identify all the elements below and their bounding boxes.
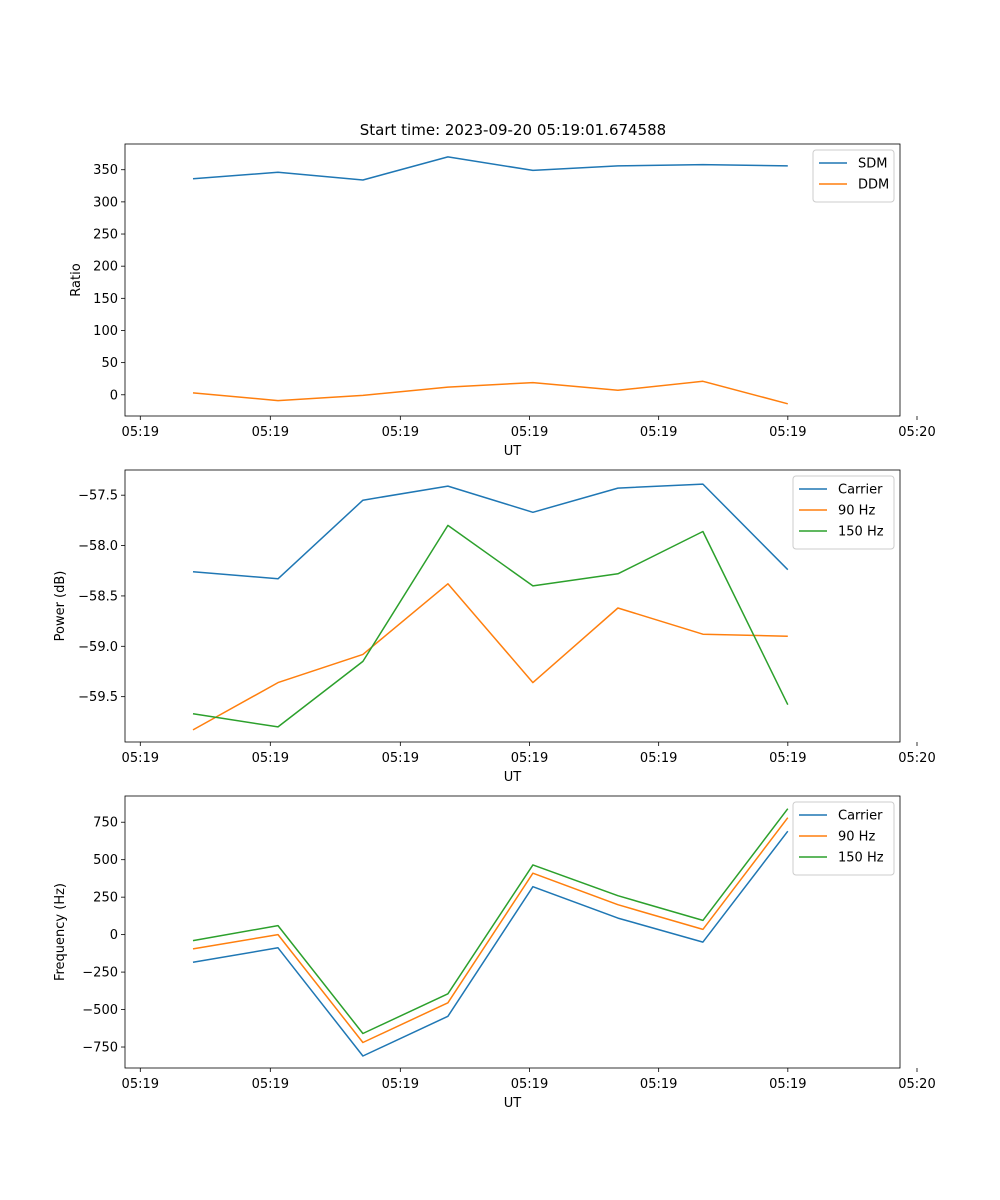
frequency-y-tick-label: 500 <box>93 853 118 868</box>
frequency-legend: Carrier 90 Hz 150 Hz <box>792 801 895 876</box>
frequency-series <box>192 808 789 1057</box>
ratio-x-tick-label: 05:19 <box>511 425 548 440</box>
power-y-tick-label: −57.5 <box>78 489 118 504</box>
frequency-y-tick-label: 750 <box>93 816 118 831</box>
ratio-x-tick-label: 05:19 <box>382 425 419 440</box>
ratio-y-tick-label: 50 <box>101 356 118 371</box>
frequency-axes-frame <box>124 795 901 1069</box>
frequency-panel: 05:19 05:19 05:19 05:19 05:19 05:19 05:20 −750 −… <box>53 795 936 1111</box>
frequency-y-tick-label: −750 <box>82 1041 118 1056</box>
ratio-y-tick-label: 200 <box>93 260 118 275</box>
frequency-y-tick-label: −250 <box>82 966 118 981</box>
ratio-axes-frame <box>124 143 901 417</box>
frequency-y-tick-label: 0 <box>110 928 118 943</box>
frequency-x-tick-label: 05:19 <box>769 1077 806 1092</box>
power-y-tick-label: −59.0 <box>78 640 118 655</box>
frequency-series-line-90-hz <box>192 817 789 1044</box>
frequency-y-tick-label: 250 <box>93 891 118 906</box>
ratio-x-tick-label: 05:20 <box>898 425 935 440</box>
ratio-y-tick-label: 300 <box>93 195 118 210</box>
frequency-legend-label: Carrier <box>838 809 883 824</box>
power-y-tick-label: −58.0 <box>78 539 118 554</box>
power-series-line-carrier <box>192 483 789 580</box>
ratio-x-axis-label: UT <box>504 444 522 459</box>
power-x-tick-label: 05:19 <box>382 751 419 766</box>
ratio-series-line-ddm <box>192 380 788 405</box>
frequency-x-tick-label: 05:19 <box>640 1077 677 1092</box>
frequency-x-tick-label: 05:20 <box>898 1077 935 1092</box>
frequency-x-tick-label: 05:19 <box>252 1077 289 1092</box>
power-x-axis-label: UT <box>504 770 522 785</box>
ratio-series-line-sdm <box>192 156 788 181</box>
power-series-line-90-hz <box>192 583 788 731</box>
power-legend-label: 90 Hz <box>838 504 875 519</box>
power-x-tick-label: 05:20 <box>898 751 935 766</box>
power-series <box>192 483 789 731</box>
frequency-x-axis-label: UT <box>504 1096 522 1111</box>
power-legend: Carrier 90 Hz 150 Hz <box>792 475 895 550</box>
ratio-x-tick-label: 05:19 <box>252 425 289 440</box>
ratio-y-axis-label: Ratio <box>69 263 84 296</box>
ratio-x-tick-label: 05:19 <box>640 425 677 440</box>
power-series-line-150-hz <box>192 524 789 728</box>
ratio-x-tick-label: 05:19 <box>769 425 806 440</box>
frequency-x-tick-label: 05:19 <box>511 1077 548 1092</box>
power-x-tick-label: 05:19 <box>122 751 159 766</box>
ratio-x-tick-label: 05:19 <box>122 425 159 440</box>
power-axes-frame <box>124 469 901 743</box>
frequency-series-line-150-hz <box>192 808 789 1035</box>
power-x-tick-label: 05:19 <box>252 751 289 766</box>
power-y-axis-label: Power (dB) <box>53 571 68 642</box>
power-x-tick-label: 05:19 <box>769 751 806 766</box>
power-legend-label: 150 Hz <box>838 525 884 540</box>
ratio-series <box>192 156 788 405</box>
ratio-legend-label: SDM <box>858 157 887 172</box>
frequency-x-tick-label: 05:19 <box>382 1077 419 1092</box>
frequency-series-line-carrier <box>192 830 789 1057</box>
figure-title: Start time: 2023-09-20 05:19:01.674588 <box>360 121 666 139</box>
power-y-tick-label: −59.5 <box>78 690 118 705</box>
ratio-y-tick-label: 350 <box>93 163 118 178</box>
power-x-tick-label: 05:19 <box>511 751 548 766</box>
ratio-y-tick-label: 100 <box>93 324 118 339</box>
frequency-legend-label: 150 Hz <box>838 851 884 866</box>
ratio-legend-label: DDM <box>858 178 889 193</box>
frequency-x-tick-label: 05:19 <box>122 1077 159 1092</box>
ratio-panel: 05:19 05:19 05:19 05:19 05:19 05:19 05:20 0 50 10… <box>69 143 936 459</box>
ratio-y-tick-label: 0 <box>110 388 118 403</box>
frequency-y-axis-label: Frequency (Hz) <box>53 883 68 981</box>
power-x-tick-label: 05:19 <box>640 751 677 766</box>
frequency-y-tick-label: −500 <box>82 1003 118 1018</box>
frequency-legend-label: 90 Hz <box>838 830 875 845</box>
power-legend-label: Carrier <box>838 483 883 498</box>
ratio-y-tick-label: 150 <box>93 292 118 307</box>
power-y-tick-label: −58.5 <box>78 589 118 604</box>
ratio-y-tick-label: 250 <box>93 228 118 243</box>
power-panel: 05:19 05:19 05:19 05:19 05:19 05:19 05:20 −59.5… <box>53 469 936 785</box>
ratio-legend: SDM DDM <box>812 149 895 203</box>
